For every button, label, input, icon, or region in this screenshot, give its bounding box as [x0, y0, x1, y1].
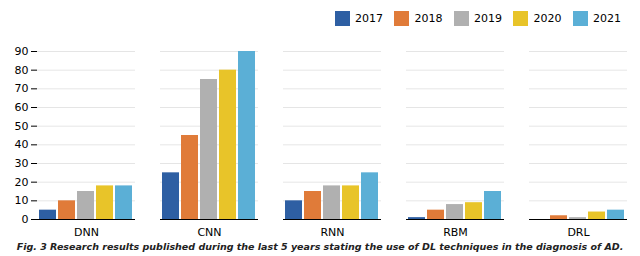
- html-text:2021: 2021: [593, 12, 621, 25]
- svg-text:30: 30: [15, 157, 29, 170]
- svg-text:DRL: DRL: [567, 226, 590, 239]
- svg-text:RBM: RBM: [443, 226, 468, 239]
- html-text:2018: 2018: [414, 12, 443, 25]
- svg-text:80: 80: [15, 63, 29, 76]
- svg-text:CNN: CNN: [197, 226, 221, 239]
- html-text:2020: 2020: [533, 12, 562, 25]
- svg-text:50: 50: [15, 119, 29, 132]
- svg-text:40: 40: [15, 138, 29, 151]
- svg-text:90: 90: [15, 45, 29, 58]
- svg-text:0: 0: [22, 213, 29, 226]
- svg-text:RNN: RNN: [320, 226, 344, 239]
- svg-text:20: 20: [15, 175, 29, 188]
- svg-text:60: 60: [15, 101, 29, 114]
- html-text:2019: 2019: [474, 12, 502, 25]
- svg-text:10: 10: [15, 194, 29, 207]
- html-text:2017: 2017: [355, 12, 383, 25]
- html-text:Fig. 3 Research results publis: Fig. 3 Research results published during…: [16, 240, 624, 252]
- svg-text:DNN: DNN: [74, 226, 99, 239]
- svg-text:70: 70: [15, 82, 29, 95]
